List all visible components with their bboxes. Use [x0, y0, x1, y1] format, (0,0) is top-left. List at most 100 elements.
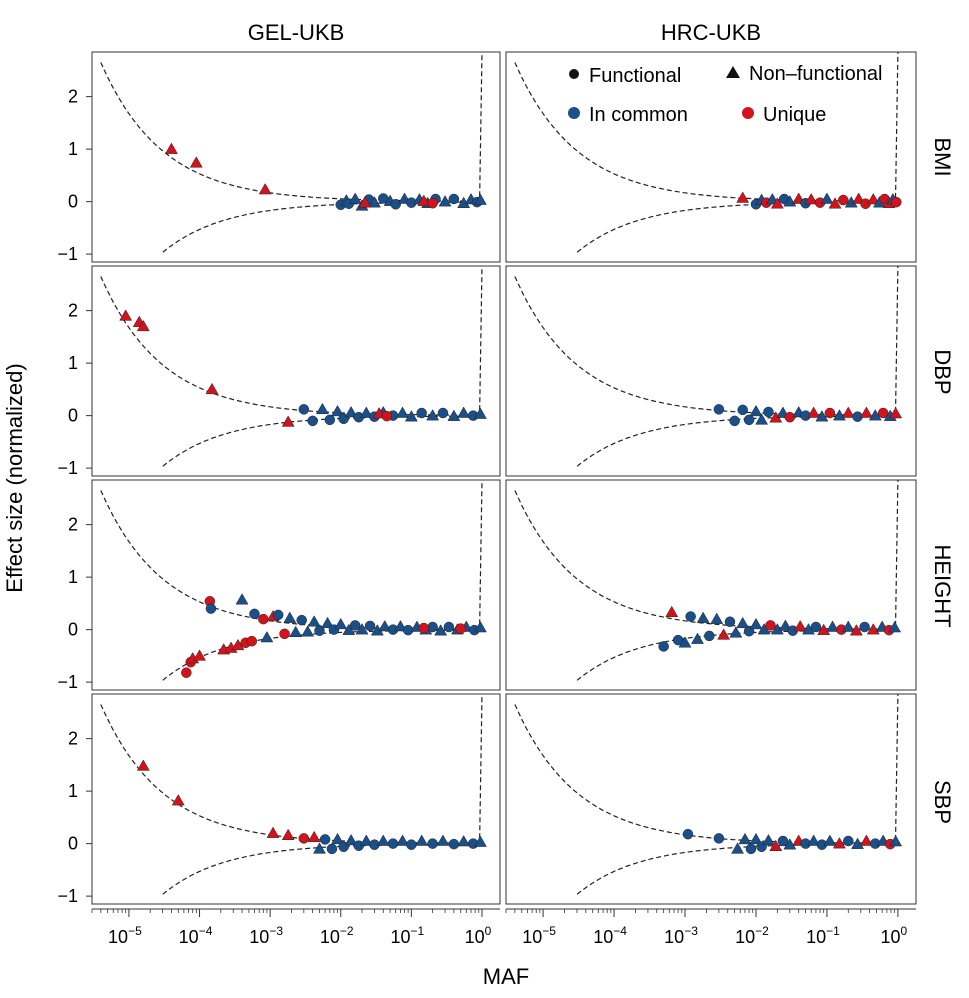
point-nonfunctional-common: [334, 617, 348, 630]
point-nonfunctional-unique: [866, 193, 880, 205]
point-nonfunctional-common: [473, 193, 487, 205]
point-nonfunctional-common: [426, 409, 440, 421]
point-nonfunctional-unique: [665, 605, 679, 618]
point-nonfunctional-common: [235, 593, 249, 605]
row-label-dbp: DBP: [930, 349, 955, 394]
legend-label-functional: Functional: [589, 65, 681, 87]
point-nonfunctional-common: [841, 620, 855, 632]
legend-label-unique: Unique: [763, 104, 826, 126]
x-axis-gel-ukb: 10−5 10−4 10−3 10−2 10−1 100: [91, 908, 500, 947]
point-nonfunctional-unique: [841, 406, 855, 418]
legend-label-non-functional: Non–functional: [749, 63, 882, 85]
point-nonfunctional-unique: [281, 828, 295, 840]
panel-frame: [91, 693, 501, 905]
points: [165, 142, 487, 211]
point-functional-common: [443, 621, 455, 633]
curves: [100, 480, 483, 681]
point-nonfunctional-unique: [828, 197, 842, 209]
column-title-gel-ukb: GEL-UKB: [248, 20, 345, 45]
point-nonfunctional-common: [749, 404, 763, 417]
legend: Functional Non–functional In common Uniq…: [568, 63, 882, 126]
point-functional-common: [205, 603, 217, 614]
panel-sbp-hrc-ukb: [505, 693, 917, 905]
y-tick-label: −1: [57, 886, 78, 906]
point-functional-unique: [824, 407, 836, 419]
column-titles: GEL-UKB HRC-UKB: [248, 20, 761, 45]
point-functional-common: [437, 407, 449, 419]
point-functional-common: [729, 415, 740, 427]
point-nonfunctional-common: [344, 405, 358, 418]
row-label-height: HEIGHT: [930, 544, 955, 627]
point-functional-common: [387, 838, 399, 849]
point-functional-common: [685, 611, 696, 622]
point-nonfunctional-common: [473, 621, 487, 633]
point-functional-unique: [765, 620, 776, 631]
upper-threshold-curve: [100, 52, 483, 202]
point-nonfunctional-unique: [119, 309, 133, 321]
point-nonfunctional-unique: [807, 406, 821, 418]
y-tick-label: −1: [57, 458, 78, 478]
row-label-sbp: SBP: [930, 780, 955, 824]
point-nonfunctional-common: [678, 636, 692, 648]
panel-frame: [505, 265, 917, 477]
point-nonfunctional-common: [815, 410, 829, 422]
point-nonfunctional-common: [260, 630, 274, 643]
point-functional-common: [307, 415, 318, 427]
y-tick-label: 0: [68, 192, 78, 212]
legend-in-common-marker: [568, 107, 580, 119]
point-functional-common: [427, 838, 438, 849]
point-functional-common: [314, 625, 325, 636]
point-nonfunctional-common: [396, 834, 409, 846]
y-tick-label: 0: [68, 834, 78, 854]
point-functional-common: [682, 828, 694, 840]
point-functional-common: [349, 620, 361, 631]
point-nonfunctional-unique: [358, 196, 372, 208]
point-nonfunctional-unique: [849, 624, 863, 636]
point-nonfunctional-common: [331, 832, 344, 845]
curves: [100, 266, 483, 467]
point-nonfunctional-common: [396, 406, 409, 418]
point-nonfunctional-common: [457, 835, 471, 847]
panel-sbp-gel-ukb: −1 0 1 2: [57, 693, 501, 906]
y-tick-label: 1: [68, 353, 78, 373]
points: [736, 191, 902, 210]
point-functional-common: [298, 404, 310, 415]
point-functional-common: [743, 414, 755, 426]
upper-threshold-curve: [514, 480, 899, 630]
y-tick-label: 2: [68, 729, 78, 749]
point-nonfunctional-unique: [189, 156, 203, 168]
point-nonfunctional-common: [691, 632, 704, 644]
upper-threshold-curve: [100, 694, 483, 844]
y-tick-label: −1: [57, 244, 78, 264]
points: [181, 593, 487, 678]
panel-frame: [505, 693, 917, 905]
point-nonfunctional-unique: [769, 839, 783, 851]
panel-bmi-hrc-ukb: [505, 51, 917, 263]
point-functional-common: [319, 834, 331, 845]
point-nonfunctional-common: [368, 196, 381, 208]
point-nonfunctional-unique: [307, 830, 321, 843]
point-nonfunctional-common: [376, 834, 390, 846]
point-nonfunctional-unique: [804, 193, 818, 205]
panel-frame: [505, 51, 917, 263]
column-title-hrc-ukb: HRC-UKB: [661, 20, 761, 45]
point-nonfunctional-common: [415, 834, 429, 846]
point-nonfunctional-common: [783, 838, 797, 850]
point-nonfunctional-common: [729, 626, 743, 638]
lower-threshold-curve: [162, 415, 480, 467]
upper-threshold-curve: [100, 480, 483, 630]
panel-dbp-hrc-ukb: [505, 265, 917, 477]
point-nonfunctional-common: [404, 410, 418, 422]
point-nonfunctional-unique: [165, 142, 178, 154]
x-axis-hrc-ukb: 10−5 10−4 10−3 10−2 10−1 100: [505, 908, 916, 947]
y-tick-label: 1: [68, 567, 78, 587]
x-axes: 10−5 10−4 10−3 10−2 10−1 100 10−5 10−4 10−3 10−2 1…: [91, 908, 916, 947]
x-tick-label: 100: [881, 924, 908, 947]
x-tick-label: 10−1: [806, 924, 840, 947]
upper-threshold-curve: [100, 266, 483, 416]
point-nonfunctional-unique: [736, 191, 750, 203]
y-tick-label: 1: [68, 139, 78, 159]
point-nonfunctional-common: [696, 611, 710, 623]
point-nonfunctional-common: [436, 834, 450, 846]
